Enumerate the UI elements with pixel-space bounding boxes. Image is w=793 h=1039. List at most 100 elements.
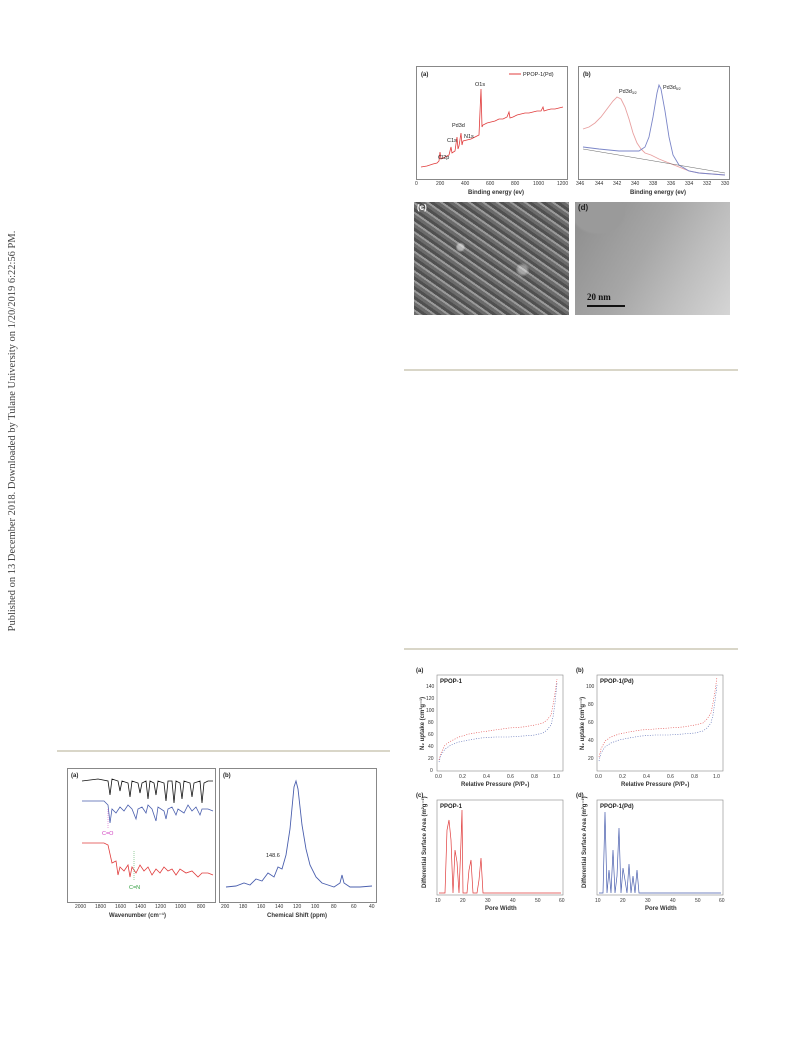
panel-label: (c) xyxy=(417,203,427,212)
svg-text:0.8: 0.8 xyxy=(531,774,538,780)
xps-survey-plot: (a) PPOP-1(Pd) Cl2p C1s Pd3d N1s O1s xyxy=(420,72,564,168)
svg-text:50: 50 xyxy=(695,898,701,904)
nmr-spectrum-plot: (b) 148.6 xyxy=(223,773,373,888)
svg-text:334: 334 xyxy=(685,181,694,187)
x-axis-title: Relative Pressure (P/P₀) xyxy=(461,782,529,788)
pore-distribution-ppop1: (c) PPOP-1 Differential Surface Area (m²… xyxy=(416,793,565,912)
svg-text:0.8: 0.8 xyxy=(691,774,698,780)
svg-text:0.2: 0.2 xyxy=(459,774,466,780)
svg-text:40: 40 xyxy=(588,738,594,744)
panel-label: (c) xyxy=(416,793,423,799)
ir-axis: 2000 1800 1600 1400 1200 1000 800 Wavenu… xyxy=(75,904,206,919)
svg-text:338: 338 xyxy=(649,181,658,187)
svg-text:0: 0 xyxy=(415,181,418,187)
svg-text:140: 140 xyxy=(426,684,435,690)
svg-text:60: 60 xyxy=(428,732,434,738)
svg-text:0.0: 0.0 xyxy=(435,774,442,780)
svg-text:20: 20 xyxy=(620,898,626,904)
svg-text:120: 120 xyxy=(426,696,435,702)
svg-text:140: 140 xyxy=(275,904,284,910)
pore-distribution-ppop1pd: (d) PPOP-1(Pd) Differential Surface Area… xyxy=(576,793,725,912)
svg-text:60: 60 xyxy=(559,898,565,904)
x-axis-title: Wavenumber (cm⁻¹) xyxy=(109,912,166,919)
svg-text:1200: 1200 xyxy=(557,181,568,187)
svg-text:80: 80 xyxy=(331,904,337,910)
svg-text:40: 40 xyxy=(510,898,516,904)
isotherm-blue-series xyxy=(438,682,558,763)
pore-blue-series xyxy=(599,811,721,894)
peak-cl2p-label: Cl2p xyxy=(438,155,449,161)
svg-text:1400: 1400 xyxy=(135,904,146,910)
ir-black-trace xyxy=(81,778,213,804)
svg-text:20: 20 xyxy=(460,898,466,904)
svg-text:80: 80 xyxy=(428,720,434,726)
svg-text:800: 800 xyxy=(511,181,520,187)
svg-text:1800: 1800 xyxy=(95,904,106,910)
xps-survey-axis: 0 200 400 600 800 1000 1200 Binding ener… xyxy=(415,181,568,196)
panel-title: PPOP-1(Pd) xyxy=(600,679,634,685)
svg-text:0.4: 0.4 xyxy=(643,774,650,780)
svg-text:40: 40 xyxy=(428,744,434,750)
svg-text:40: 40 xyxy=(369,904,375,910)
download-watermark: Published on 13 December 2018. Downloade… xyxy=(7,230,18,632)
xps-survey-trace xyxy=(420,88,564,168)
svg-text:50: 50 xyxy=(535,898,541,904)
nmr-axis: 200 180 160 140 120 100 80 60 40 Chemica… xyxy=(221,904,375,919)
peak-n1s-label: N1s xyxy=(464,134,474,140)
x-axis-title: Relative Pressure (P/P₀) xyxy=(621,782,689,788)
xps-survey-panel: (a) PPOP-1(Pd) Cl2p C1s Pd3d N1s O1s xyxy=(416,66,568,180)
svg-text:1600: 1600 xyxy=(115,904,126,910)
svg-text:344: 344 xyxy=(595,181,604,187)
x-axis-title: Pore Width xyxy=(485,906,517,912)
y-axis-title: Differential Surface Area (m²g⁻¹) xyxy=(581,796,588,888)
xps-pd3d-panel: (b) Pd3d3/2 Pd3d5/2 xyxy=(578,66,730,180)
svg-text:0.2: 0.2 xyxy=(619,774,626,780)
panel-label: (a) xyxy=(416,668,423,674)
isotherm-red-series xyxy=(598,676,718,758)
svg-text:180: 180 xyxy=(239,904,248,910)
y-axis-title: N₂ uptake (cm³g⁻¹) xyxy=(419,697,426,750)
panel-label: (d) xyxy=(576,793,584,799)
svg-text:2000: 2000 xyxy=(75,904,86,910)
cn-annotation: C=N xyxy=(129,885,140,891)
panel-label: (d) xyxy=(578,203,589,212)
svg-text:120: 120 xyxy=(293,904,302,910)
svg-text:160: 160 xyxy=(257,904,266,910)
svg-text:800: 800 xyxy=(197,904,206,910)
scale-bar xyxy=(587,305,625,307)
svg-text:40: 40 xyxy=(670,898,676,904)
xps-pd3d-red-trace xyxy=(582,96,726,176)
panel-title: PPOP-1 xyxy=(440,804,463,810)
peak-o1s-label: O1s xyxy=(475,82,485,88)
svg-text:30: 30 xyxy=(485,898,491,904)
svg-text:0.6: 0.6 xyxy=(667,774,674,780)
svg-text:200: 200 xyxy=(436,181,445,187)
svg-text:30: 30 xyxy=(645,898,651,904)
ir-spectra-plot: (a) C=O C=N xyxy=(71,773,214,891)
svg-text:0.0: 0.0 xyxy=(595,774,602,780)
svg-text:1.0: 1.0 xyxy=(553,774,560,780)
svg-text:340: 340 xyxy=(631,181,640,187)
svg-text:1000: 1000 xyxy=(175,904,186,910)
peak-pd3d52-label: Pd3d5/2 xyxy=(663,85,681,91)
panel-label: (b) xyxy=(223,773,231,779)
nmr-peak-annotation: 148.6 xyxy=(266,853,280,859)
x-axis-title: Chemical Shift (ppm) xyxy=(267,913,327,919)
svg-text:80: 80 xyxy=(588,702,594,708)
nmr-trace xyxy=(225,779,373,888)
panel-label: (a) xyxy=(71,773,78,779)
svg-text:400: 400 xyxy=(461,181,470,187)
panel-title: PPOP-1 xyxy=(440,679,463,685)
tem-micrograph: (d) 20 nm xyxy=(575,202,730,315)
svg-text:10: 10 xyxy=(595,898,601,904)
svg-text:20: 20 xyxy=(428,756,434,762)
svg-text:0.4: 0.4 xyxy=(483,774,490,780)
svg-text:60: 60 xyxy=(351,904,357,910)
y-axis-title: Differential Surface Area (m²g⁻¹) xyxy=(421,796,428,888)
panel-label: (b) xyxy=(583,72,591,78)
xps-pd3d-axis: 346 344 342 340 338 336 334 332 330 Bind… xyxy=(576,181,730,196)
svg-text:600: 600 xyxy=(486,181,495,187)
svg-text:0.6: 0.6 xyxy=(507,774,514,780)
svg-text:346: 346 xyxy=(576,181,585,187)
panel-label: (a) xyxy=(421,72,428,78)
